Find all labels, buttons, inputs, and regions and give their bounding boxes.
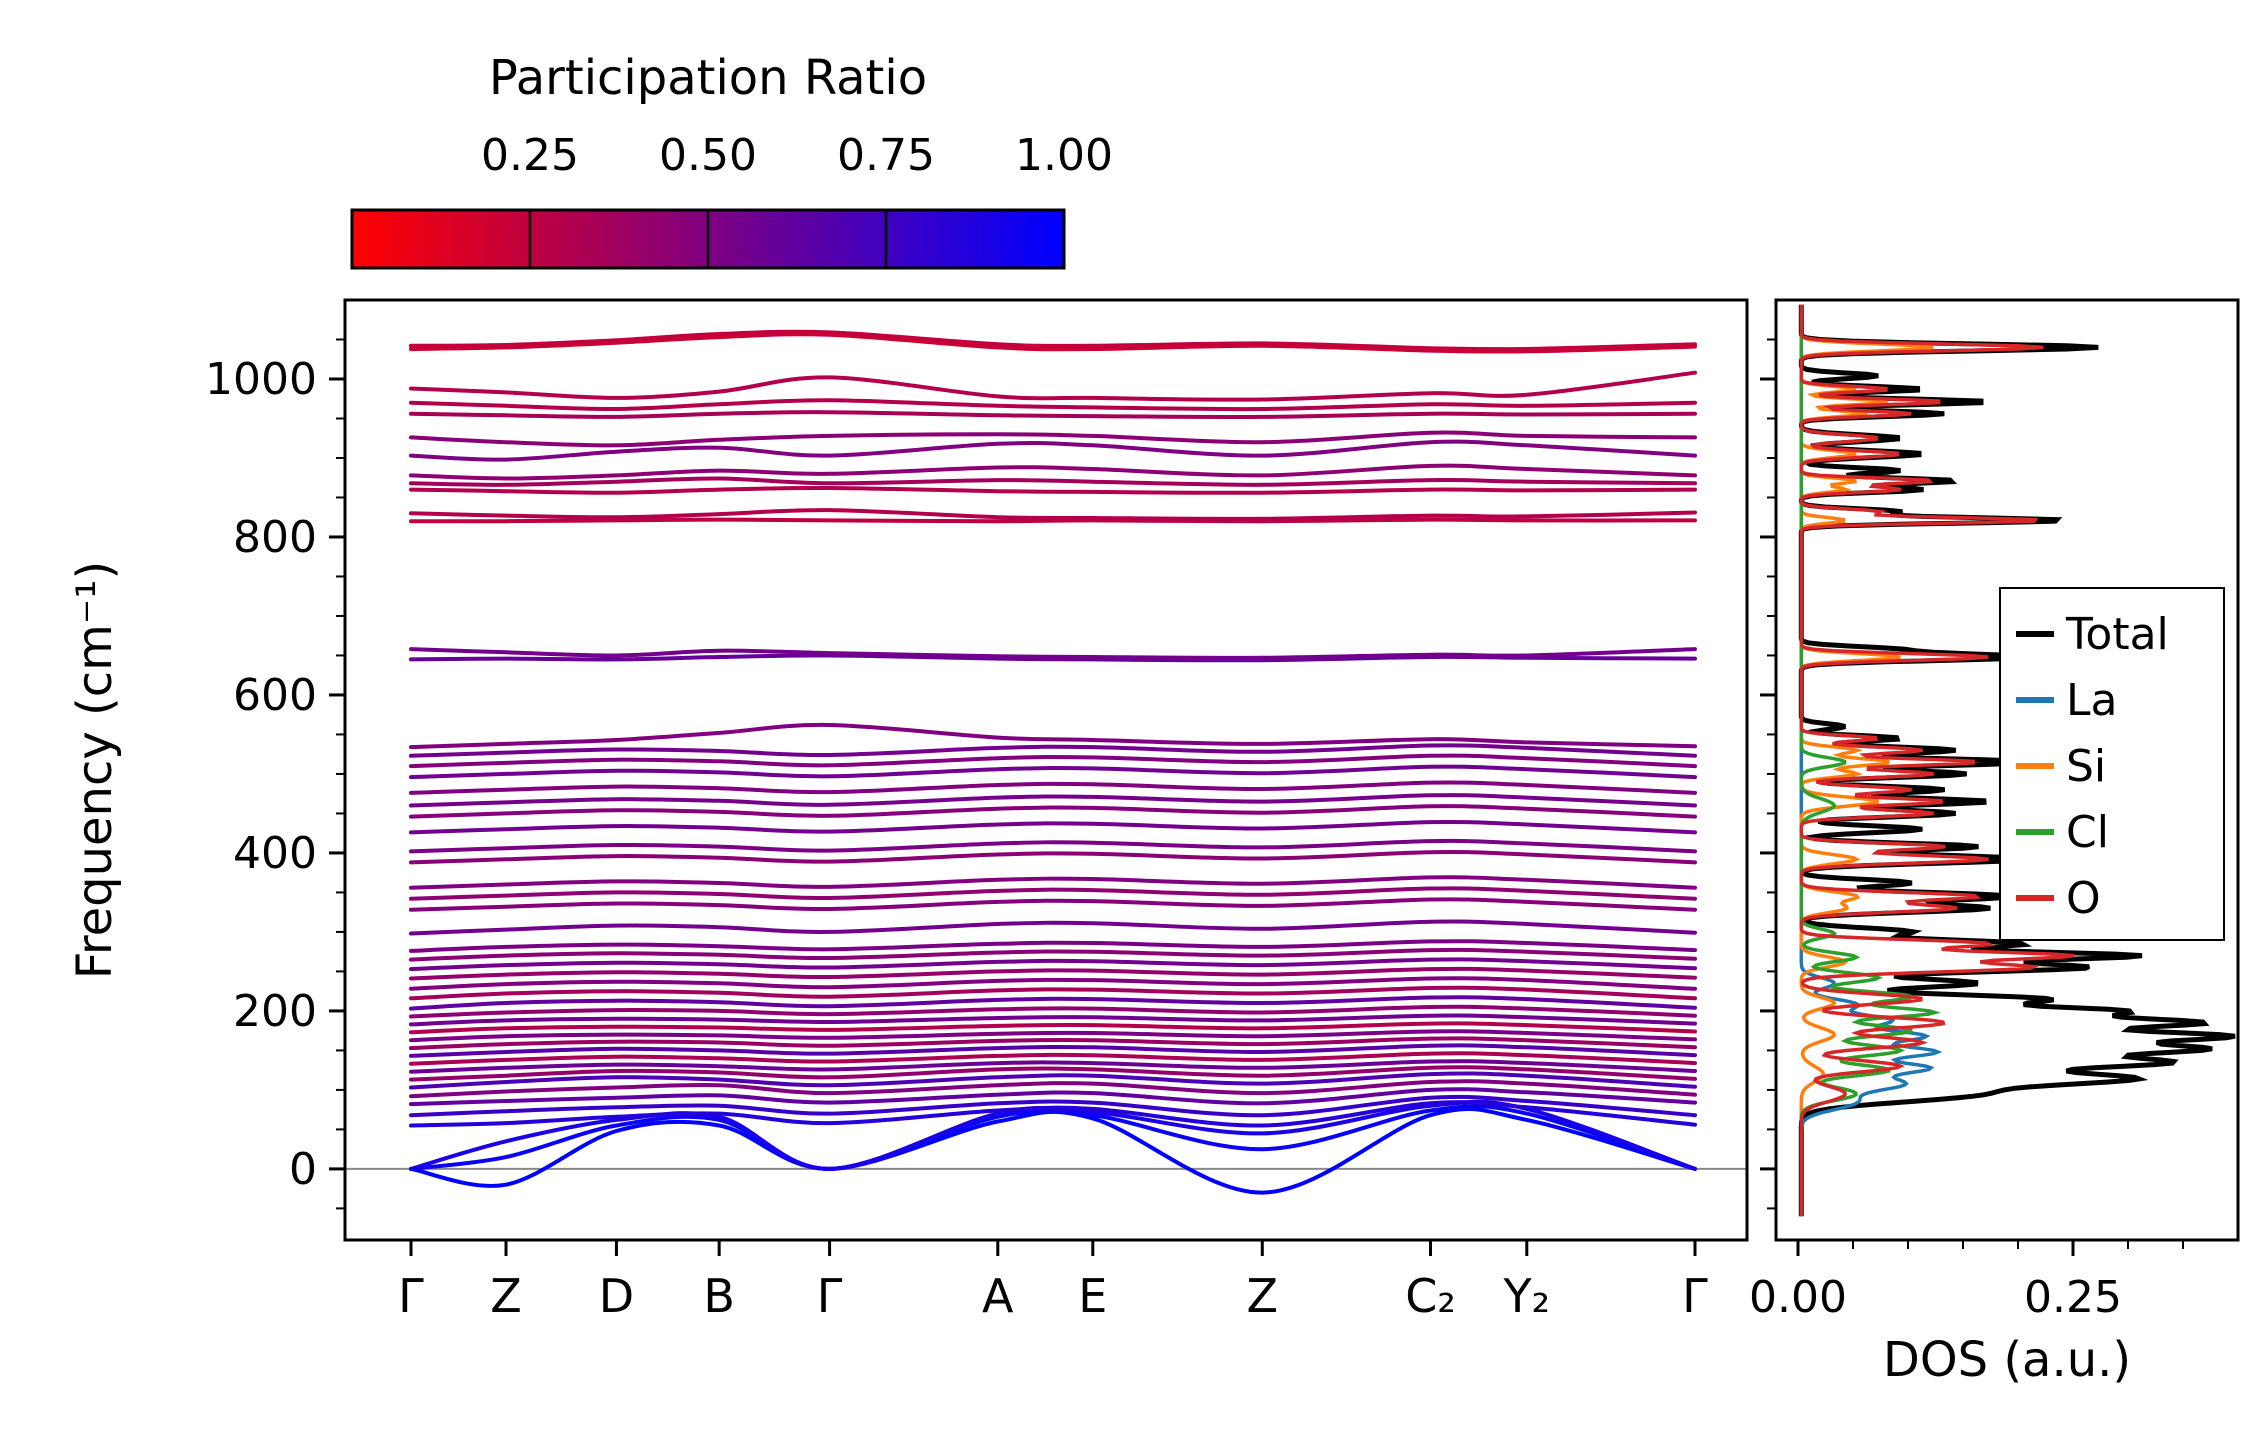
phonon-band (409, 985, 1697, 1001)
phonon-band (409, 1107, 1697, 1195)
phonon-band (409, 1071, 1697, 1090)
band-lines (409, 329, 1697, 1195)
phonon-band (409, 764, 1697, 780)
colorbar-tick-label: 0.25 (481, 130, 579, 181)
legend-label-si: Si (2066, 741, 2106, 792)
phonon-band (409, 1013, 1697, 1027)
legend-label-total: Total (2065, 609, 2169, 660)
phonon-band (409, 332, 1697, 354)
kpoint-label: D (599, 1269, 634, 1323)
phonon-band (409, 1104, 1697, 1171)
phonon-band (409, 947, 1697, 962)
phonon-band (409, 875, 1697, 890)
phonon-band (409, 939, 1697, 953)
colorbar-title: Participation Ratio (488, 50, 928, 106)
phonon-band (409, 647, 1697, 660)
phonon-band (409, 743, 1697, 758)
y-tick-label: 400 (233, 828, 317, 879)
phonon-band (409, 410, 1697, 419)
y-tick-label: 800 (233, 512, 317, 563)
kpoint-label: Z (490, 1269, 522, 1323)
phonon-band (409, 430, 1697, 448)
kpoint-label: Z (1247, 1269, 1279, 1323)
kpoint-label: E (1078, 1269, 1107, 1323)
phonon-band (409, 976, 1697, 991)
dos-panel-border (1774, 298, 2240, 1242)
phonon-band (409, 1087, 1697, 1107)
phonon-band (409, 1036, 1697, 1051)
phonon-band (409, 957, 1697, 972)
phonon-band (409, 1059, 1697, 1074)
kpoint-label: Y₂ (1503, 1269, 1551, 1323)
phonon-band (409, 329, 1697, 352)
phonon-band (409, 793, 1697, 808)
kpoint-label: B (703, 1269, 735, 1323)
phonon-band (409, 439, 1697, 462)
colorbar-tick-label: 0.75 (837, 130, 935, 181)
phonon-band (409, 804, 1697, 819)
dos-x-tick-label: 0.25 (2024, 1272, 2122, 1323)
phonon-band (409, 463, 1697, 481)
phonon-band (409, 517, 1697, 524)
dos-x-tick-label: 0.00 (1749, 1272, 1847, 1323)
phonon-band (409, 1100, 1697, 1128)
phonon-band (409, 1051, 1697, 1066)
phonon-band (409, 1094, 1697, 1118)
y-tick-label: 1000 (205, 354, 317, 405)
phonon-band (409, 398, 1697, 412)
phonon-band (409, 476, 1697, 487)
legend-label-o: O (2066, 873, 2101, 924)
phonon-band (409, 653, 1697, 663)
phonon-band (409, 886, 1697, 901)
kpoint-label: Γ (817, 1269, 843, 1323)
dos-curve-cl (1799, 304, 1942, 1217)
kpoint-label: C₂ (1405, 1269, 1456, 1323)
phonon-band (409, 1065, 1697, 1082)
phonon-band (409, 370, 1697, 402)
frequency-axis-label: Frequency (cm⁻¹) (67, 560, 123, 980)
colorbar-tick-label: 1.00 (1015, 130, 1113, 181)
phonon-band (409, 995, 1697, 1011)
phonon-band (409, 1004, 1697, 1019)
phonon-band (409, 1021, 1697, 1035)
kpoint-label: A (982, 1269, 1014, 1323)
phonon-band (409, 780, 1697, 795)
phonon-band (409, 838, 1697, 854)
phonon-band (409, 1043, 1697, 1058)
dos-axis-label: DOS (a.u.) (1882, 1332, 2132, 1388)
phonon-band (409, 919, 1697, 936)
colorbar-tick-label: 0.50 (659, 130, 757, 181)
dos-curve-o (1799, 304, 2075, 1217)
kpoint-label: Γ (398, 1269, 424, 1323)
phonon-band (409, 897, 1697, 912)
legend-label-la: La (2066, 675, 2117, 726)
phonon-band (409, 819, 1697, 835)
kpoint-label: Γ (1682, 1269, 1708, 1323)
phonon-band (409, 850, 1697, 865)
phonon-band (409, 966, 1697, 981)
y-tick-label: 200 (233, 986, 317, 1037)
phonon-band (409, 722, 1697, 750)
y-tick-label: 0 (289, 1144, 317, 1195)
y-tick-label: 600 (233, 670, 317, 721)
phonon-band (409, 1029, 1697, 1043)
band-panel-border (343, 298, 1749, 1242)
phonon-band (409, 1079, 1697, 1099)
dos-curve-si (1799, 304, 1934, 1217)
legend-label-cl: Cl (2066, 807, 2109, 858)
phonon-band (409, 508, 1697, 521)
phonon-band (409, 753, 1697, 769)
phonon-band (409, 485, 1697, 495)
